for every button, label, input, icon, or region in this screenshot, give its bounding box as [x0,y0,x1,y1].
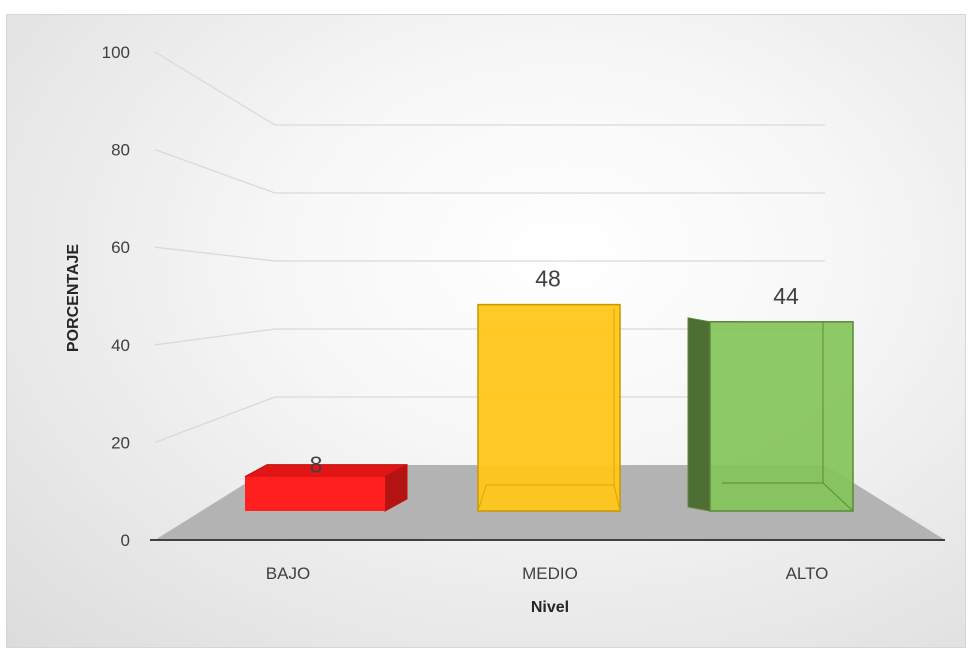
y-axis-title: PORCENTAJE [65,244,82,352]
y-tick-label: 40 [111,336,130,355]
gridline-60 [155,247,825,261]
data-label: 44 [773,283,799,309]
category-label: BAJO [266,564,310,583]
data-label: 8 [310,452,323,478]
y-tick-labels: 0 20 40 60 80 100 [102,43,130,550]
bar-alto [688,318,853,511]
gridline-80 [155,150,825,193]
y-tick-label: 20 [111,433,130,452]
bar-top-face [245,465,407,477]
gridline-100 [155,52,825,125]
y-tick-label: 80 [111,141,130,160]
category-label: MEDIO [522,564,578,583]
bar-side-face [688,318,710,511]
bars [245,305,853,511]
y-tick-label: 60 [111,238,130,257]
data-label: 48 [535,266,561,292]
bar-bajo [245,465,407,511]
y-tick-label: 100 [102,43,130,62]
x-axis-title: Nivel [531,599,569,616]
category-labels: BAJO MEDIO ALTO [266,564,829,583]
category-label: ALTO [786,564,829,583]
bar-front-face [478,305,620,511]
bar-front-face [245,477,385,511]
bar-medio [478,305,620,511]
y-tick-label: 0 [121,531,130,550]
